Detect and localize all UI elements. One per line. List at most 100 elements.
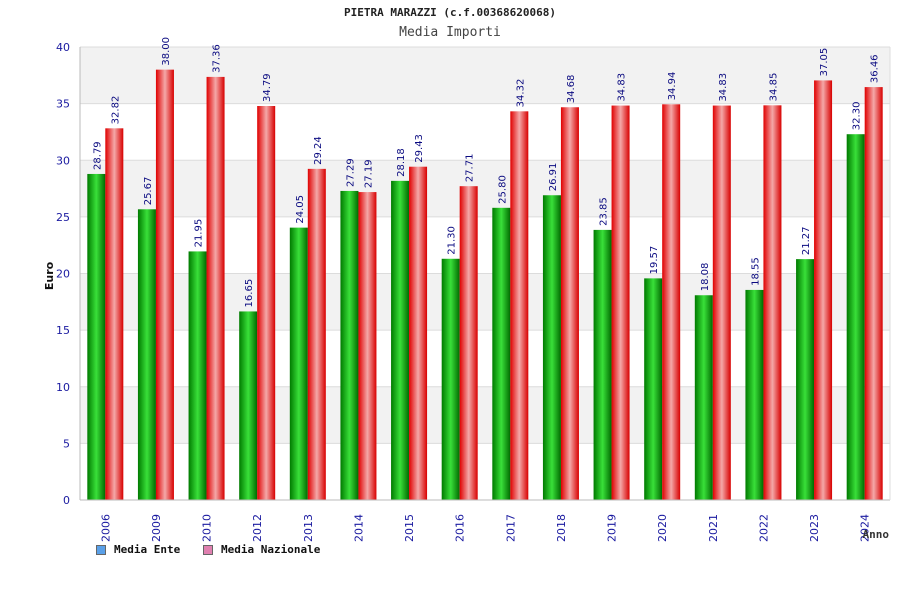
x-tick-label: 2010 bbox=[201, 514, 214, 542]
y-tick-label: 5 bbox=[63, 437, 70, 450]
x-tick-label: 2013 bbox=[302, 514, 315, 542]
bar-media-nazionale bbox=[763, 105, 782, 500]
x-tick-label: 2009 bbox=[150, 514, 163, 542]
data-label-media-ente: 16.65 bbox=[244, 279, 255, 308]
bar-media-ente bbox=[542, 195, 561, 500]
bar-media-nazionale bbox=[358, 192, 377, 501]
data-label-media-ente: 24.05 bbox=[295, 195, 306, 224]
bar-media-ente bbox=[745, 289, 764, 500]
x-tick-label: 2018 bbox=[555, 514, 568, 542]
data-label-media-ente: 21.95 bbox=[194, 219, 205, 248]
legend-item-media-nazionale: Media Nazionale bbox=[203, 543, 320, 556]
data-label-media-nazionale: 34.85 bbox=[768, 73, 779, 102]
data-label-media-ente: 21.27 bbox=[801, 226, 812, 255]
y-tick-label: 35 bbox=[56, 98, 70, 111]
data-label-media-nazionale: 34.79 bbox=[262, 73, 273, 102]
data-label-media-ente: 18.08 bbox=[700, 263, 711, 292]
data-label-media-nazionale: 32.82 bbox=[110, 96, 121, 125]
data-label-media-ente: 28.18 bbox=[396, 148, 407, 177]
y-axis-label: Euro bbox=[43, 261, 56, 290]
data-label-media-nazionale: 36.46 bbox=[870, 54, 881, 83]
data-label-media-ente: 26.91 bbox=[548, 163, 559, 192]
bar-media-ente bbox=[340, 190, 359, 501]
bar-media-nazionale bbox=[459, 186, 478, 500]
bar-media-nazionale bbox=[864, 87, 883, 500]
x-axis-label: Anno bbox=[863, 528, 890, 541]
data-label-media-ente: 25.67 bbox=[143, 177, 154, 206]
bar-media-ente bbox=[492, 207, 511, 500]
x-tick-label: 2015 bbox=[403, 514, 416, 542]
legend-swatch-media-nazionale bbox=[203, 544, 213, 555]
data-label-media-ente: 28.79 bbox=[92, 141, 103, 170]
bar-media-ente bbox=[644, 278, 663, 500]
bar-media-nazionale bbox=[307, 168, 326, 500]
legend-swatch-media-ente bbox=[96, 544, 106, 555]
x-tick-label: 2021 bbox=[707, 514, 720, 542]
bar-media-nazionale bbox=[662, 104, 681, 500]
data-label-media-ente: 25.80 bbox=[497, 175, 508, 204]
data-label-media-nazionale: 27.19 bbox=[363, 159, 374, 188]
bar-media-ente bbox=[391, 180, 410, 500]
data-label-media-ente: 23.85 bbox=[599, 197, 610, 226]
bar-media-ente bbox=[846, 134, 865, 500]
y-tick-label: 15 bbox=[56, 324, 70, 337]
bar-media-nazionale bbox=[257, 106, 276, 501]
data-label-media-ente: 27.29 bbox=[345, 158, 356, 187]
y-tick-label: 0 bbox=[63, 494, 70, 507]
y-tick-label: 40 bbox=[56, 41, 70, 54]
data-label-media-ente: 21.30 bbox=[447, 226, 458, 255]
data-label-media-nazionale: 37.05 bbox=[819, 48, 830, 77]
x-tick-label: 2012 bbox=[251, 514, 264, 542]
data-label-media-nazionale: 34.68 bbox=[566, 75, 577, 104]
bar-media-ente bbox=[593, 229, 612, 500]
data-label-media-ente: 32.30 bbox=[852, 102, 863, 131]
x-tick-label: 2016 bbox=[454, 514, 467, 542]
bar-media-ente bbox=[137, 209, 156, 501]
bar-media-nazionale bbox=[712, 105, 731, 501]
bar-media-nazionale bbox=[105, 128, 124, 500]
bar-media-ente bbox=[87, 173, 106, 500]
data-label-media-ente: 18.55 bbox=[750, 257, 761, 286]
bar-media-nazionale bbox=[611, 105, 630, 501]
data-label-media-ente: 19.57 bbox=[649, 246, 660, 275]
x-tick-label: 2022 bbox=[757, 514, 770, 542]
y-tick-label: 25 bbox=[56, 211, 70, 224]
bar-media-nazionale bbox=[409, 166, 428, 500]
bar-media-nazionale bbox=[155, 69, 174, 501]
data-label-media-nazionale: 38.00 bbox=[161, 37, 172, 66]
bar-media-nazionale bbox=[510, 111, 529, 501]
bar-media-nazionale bbox=[206, 76, 225, 500]
bar-media-ente bbox=[239, 311, 258, 500]
y-tick-label: 30 bbox=[56, 154, 70, 167]
x-tick-label: 2019 bbox=[606, 514, 619, 542]
bar-media-ente bbox=[796, 259, 815, 500]
legend-item-media-ente: Media Ente bbox=[96, 543, 180, 556]
data-label-media-nazionale: 34.83 bbox=[617, 73, 628, 102]
bars-layer: 28.79 32.82 25.67 38.00 21.95 37.36 16.65 34.79… bbox=[87, 37, 883, 501]
data-label-media-nazionale: 34.32 bbox=[515, 79, 526, 108]
y-tick-label: 10 bbox=[56, 381, 70, 394]
bar-media-nazionale bbox=[560, 107, 579, 501]
data-label-media-nazionale: 27.71 bbox=[465, 154, 476, 183]
axis-layer: 0 5 10 15 20 25 30 35 40 2006 2009 2010 2012 2013 2014… bbox=[56, 41, 891, 542]
chart-subtitle: Media Importi bbox=[399, 25, 501, 40]
bar-media-ente bbox=[441, 258, 460, 500]
y-tick-label: 20 bbox=[56, 268, 70, 281]
bar-media-ente bbox=[188, 251, 207, 500]
bar-media-ente bbox=[694, 295, 713, 500]
legend-label-media-ente: Media Ente bbox=[114, 543, 181, 556]
x-tick-label: 2017 bbox=[504, 514, 517, 542]
x-tick-label: 2020 bbox=[656, 514, 669, 542]
legend-label-media-nazionale: Media Nazionale bbox=[221, 543, 321, 556]
x-tick-label: 2006 bbox=[99, 514, 112, 542]
x-tick-label: 2023 bbox=[808, 514, 821, 542]
data-label-media-nazionale: 37.36 bbox=[212, 44, 223, 73]
data-label-media-nazionale: 29.43 bbox=[414, 134, 425, 163]
data-label-media-nazionale: 34.83 bbox=[718, 73, 729, 102]
bar-media-ente bbox=[289, 227, 308, 501]
data-label-media-nazionale: 34.94 bbox=[667, 72, 678, 101]
chart-title: PIETRA MARAZZI (c.f.00368620068) bbox=[344, 6, 556, 19]
x-tick-label: 2024 bbox=[859, 514, 872, 542]
data-label-media-nazionale: 29.24 bbox=[313, 136, 324, 165]
